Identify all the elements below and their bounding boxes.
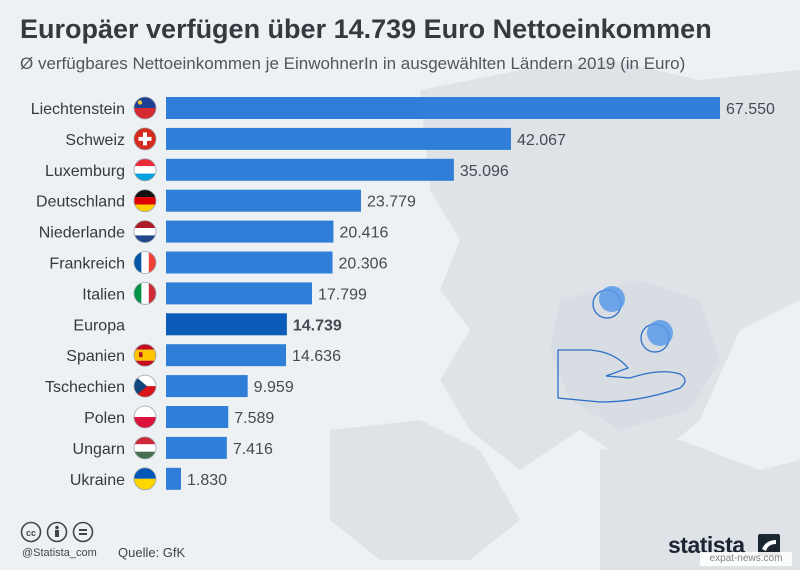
bar-polen (166, 406, 229, 428)
value-label-schweiz: 42.067 (517, 132, 566, 149)
chart-title: Europäer verfügen über 14.739 Euro Netto… (20, 14, 712, 44)
value-label-italien: 17.799 (318, 286, 367, 303)
bar-italien (166, 282, 312, 305)
flag-liechtenstein-icon (133, 96, 157, 120)
value-label-ukraine: 1.830 (187, 472, 227, 489)
svg-text:cc: cc (26, 528, 36, 538)
bar-tschechien (166, 375, 248, 398)
category-label-tschechien: Tschechien (45, 379, 125, 396)
bar-frankreich (166, 251, 333, 274)
flag-netherlands-icon (133, 220, 157, 244)
bar-ukraine (166, 467, 182, 490)
value-label-europa: 14.739 (293, 317, 342, 334)
value-label-polen: 7.589 (234, 410, 274, 427)
value-label-deutschland: 23.779 (367, 194, 416, 211)
category-label-polen: Polen (84, 410, 125, 427)
bar-spanien (166, 344, 287, 367)
value-label-luxemburg: 35.096 (460, 163, 509, 180)
category-label-liechtenstein: Liechtenstein (31, 101, 125, 118)
flag-poland-icon (133, 405, 157, 429)
chart-subtitle: Ø verfügbares Nettoeinkommen je Einwohne… (20, 54, 686, 73)
value-label-ungarn: 7.416 (233, 441, 273, 458)
category-label-frankreich: Frankreich (49, 256, 125, 273)
category-label-italien: Italien (82, 286, 125, 303)
category-label-ungarn: Ungarn (73, 441, 125, 458)
flag-germany-icon (133, 189, 157, 213)
flag-italy-icon (133, 281, 157, 305)
bar-ungarn (166, 436, 227, 459)
value-label-niederlande: 20.416 (339, 225, 388, 242)
statista-logo-icon (758, 534, 780, 556)
value-label-tschechien: 9.959 (254, 379, 294, 396)
flag-luxembourg-icon (133, 158, 157, 182)
flag-czechia-icon (133, 374, 157, 398)
category-label-ukraine: Ukraine (70, 472, 125, 489)
value-label-frankreich: 20.306 (339, 256, 388, 273)
flag-switzerland-icon (133, 127, 157, 151)
flag-ukraine-icon (133, 467, 157, 491)
bar-niederlande (166, 220, 334, 243)
watermark: expat-news.com (700, 552, 792, 566)
category-label-luxemburg: Luxemburg (45, 163, 125, 180)
bar-schweiz (166, 127, 512, 150)
value-label-spanien: 14.636 (292, 348, 341, 365)
value-label-liechtenstein: 67.550 (726, 101, 775, 118)
flag-spain-icon (133, 343, 157, 367)
flag-hungary-icon (133, 436, 157, 460)
category-label-schweiz: Schweiz (65, 132, 125, 149)
bar-deutschland (166, 189, 362, 212)
bar-europa (166, 313, 287, 336)
category-label-deutschland: Deutschland (36, 194, 125, 211)
creative-commons-icons: cc (20, 521, 94, 543)
bar-liechtenstein (166, 97, 720, 119)
source-label: Quelle: GfK (118, 545, 186, 560)
bar-luxemburg (166, 158, 454, 181)
flag-france-icon (133, 251, 157, 274)
category-label-niederlande: Niederlande (39, 225, 125, 242)
statista-handle: @Statista_com (22, 547, 97, 559)
category-label-europa: Europa (73, 317, 125, 334)
category-label-spanien: Spanien (66, 348, 125, 365)
